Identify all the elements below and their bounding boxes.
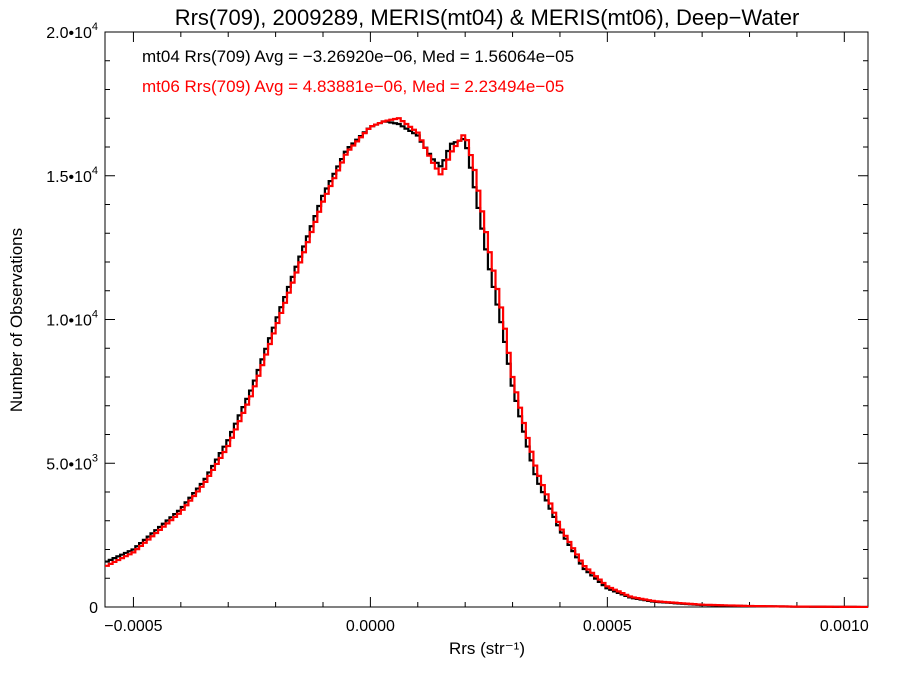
y-tick-exponent: 3 bbox=[92, 452, 98, 464]
y-tick-exponent: 4 bbox=[92, 21, 98, 33]
chart-title: Rrs(709), 2009289, MERIS(mt04) & MERIS(m… bbox=[175, 5, 800, 30]
y-tick-label: 5.0•103 bbox=[46, 452, 98, 473]
y-tick-exponent: 4 bbox=[92, 165, 98, 177]
y-tick-label: 1.0•104 bbox=[46, 309, 98, 330]
y-axis: 0 5.0•103 1.0•104 1.5•104 2.0•104 bbox=[46, 21, 868, 617]
plot-frame bbox=[104, 31, 869, 608]
x-tick-label: 0.0000 bbox=[346, 618, 395, 635]
y-tick-label: 1.5•104 bbox=[46, 165, 98, 186]
x-axis-label: Rrs (str⁻¹) bbox=[449, 639, 525, 658]
x-tick-label: −0.0005 bbox=[104, 618, 162, 635]
x-tick-label: 0.0005 bbox=[583, 618, 632, 635]
legend-entry-mt04: mt04 Rrs(709) Avg = −3.26920e−06, Med = … bbox=[142, 47, 574, 66]
x-tick-label: 0.0010 bbox=[820, 618, 869, 635]
legend-entry-mt06: mt06 Rrs(709) Avg = 4.83881e−06, Med = 2… bbox=[142, 77, 564, 96]
series-layer bbox=[105, 117, 869, 609]
series-line-mt06 bbox=[105, 117, 869, 609]
series-line-mt04 bbox=[105, 120, 868, 609]
x-axis: −0.0005 0.0000 0.0005 0.0010 bbox=[104, 32, 869, 635]
y-tick-label: 0 bbox=[89, 600, 98, 617]
y-tick-exponent: 4 bbox=[92, 309, 98, 321]
y-tick-label: 2.0•104 bbox=[46, 21, 98, 42]
y-axis-label: Number of Observations bbox=[7, 228, 26, 412]
